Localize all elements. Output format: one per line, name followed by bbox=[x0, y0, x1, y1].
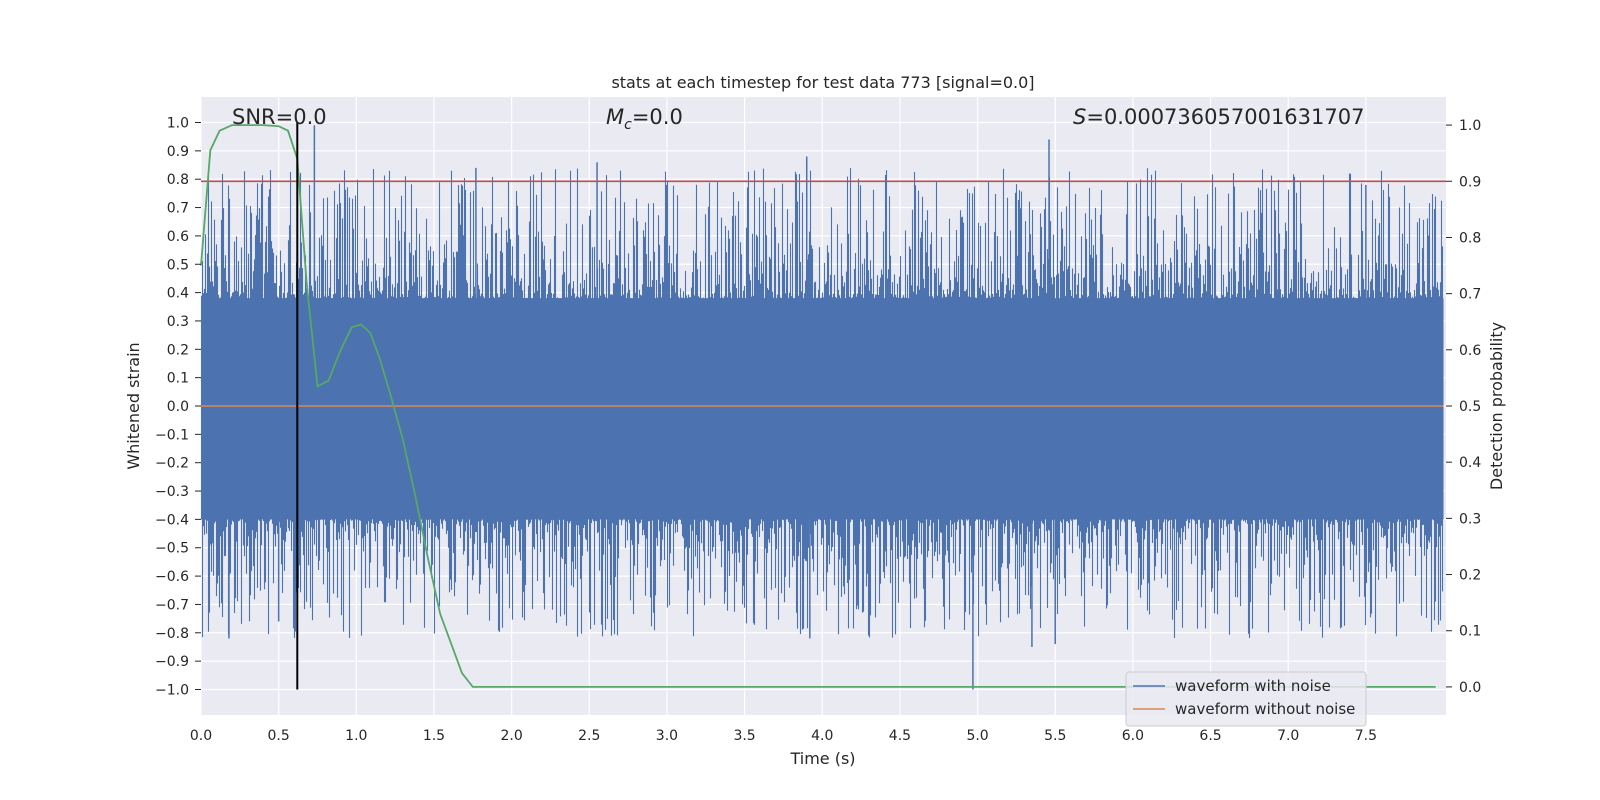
y2-tick-label: 0.0 bbox=[1459, 680, 1481, 696]
y-axis-label: Whitened strain bbox=[124, 342, 143, 469]
x-tick-label: 4.0 bbox=[811, 728, 833, 744]
y-tick-label: −0.1 bbox=[155, 427, 189, 443]
x-tick-label: 4.5 bbox=[889, 728, 911, 744]
y-tick-label: 0.7 bbox=[167, 201, 189, 217]
y-tick-label: −0.2 bbox=[155, 456, 189, 472]
y-tick-label: 0.3 bbox=[167, 314, 189, 330]
x-tick-label: 7.0 bbox=[1277, 728, 1299, 744]
y-tick-label: −0.3 bbox=[155, 484, 189, 500]
y2-axis-label: Detection probability bbox=[1487, 322, 1506, 490]
y-tick-label: 0.4 bbox=[167, 286, 189, 302]
y2-tick-label: 0.9 bbox=[1459, 174, 1481, 190]
x-tick-label: 3.5 bbox=[733, 728, 755, 744]
chart-title: stats at each timestep for test data 773… bbox=[611, 73, 1034, 92]
snr-annotation: SNR=0.0 bbox=[232, 105, 327, 129]
y2-tick-label: 1.0 bbox=[1459, 118, 1481, 134]
y-tick-label: −0.6 bbox=[155, 569, 189, 585]
y-tick-label: −1.0 bbox=[155, 682, 189, 698]
x-axis-ticks: 0.0 0.5 1.0 1.5 2.0 2.5 3.0 3.5 4.0 4.5 5.0 5.5 6.0 6… bbox=[190, 728, 1377, 744]
y-tick-label: 0.2 bbox=[167, 342, 189, 358]
x-tick-label: 5.0 bbox=[966, 728, 988, 744]
y2-tick-label: 0.2 bbox=[1459, 568, 1481, 584]
y-tick-label: 0.9 bbox=[167, 144, 189, 160]
y-tick-label: −0.4 bbox=[155, 512, 189, 528]
y2-tick-label: 0.7 bbox=[1459, 287, 1481, 303]
x-tick-label: 1.5 bbox=[423, 728, 445, 744]
x-tick-label: 6.0 bbox=[1122, 728, 1144, 744]
x-axis-label: Time (s) bbox=[789, 749, 855, 768]
y2-tick-label: 0.4 bbox=[1459, 455, 1481, 471]
y-axis-ticks: 1.0 0.9 0.8 0.7 0.6 0.5 0.4 0.3 0.2 0.1 0.0 −0.1 −0.… bbox=[155, 116, 201, 698]
y2-tick-label: 0.6 bbox=[1459, 343, 1481, 359]
y-tick-label: −0.8 bbox=[155, 626, 189, 642]
y-tick-label: 0.6 bbox=[167, 229, 189, 245]
y2-tick-label: 0.3 bbox=[1459, 511, 1481, 527]
legend: waveform with noise waveform without noi… bbox=[1125, 671, 1367, 727]
legend-clean-label: waveform without noise bbox=[1175, 700, 1355, 718]
y-tick-label: 0.0 bbox=[167, 399, 189, 415]
y-tick-label: 0.8 bbox=[167, 172, 189, 188]
chirp-mass-annotation: Mc=0.0 bbox=[606, 105, 683, 133]
y2-tick-label: 0.1 bbox=[1459, 624, 1481, 640]
noise-waveform-line bbox=[200, 168, 1444, 638]
x-tick-label: 7.5 bbox=[1355, 728, 1377, 744]
detection-probability-line bbox=[200, 124, 1436, 688]
noise-waveform-series bbox=[200, 125, 1444, 690]
y-tick-label: −0.9 bbox=[155, 654, 189, 670]
y-tick-label: −0.7 bbox=[155, 597, 189, 613]
overlay-series bbox=[200, 122, 1446, 690]
x-tick-label: 0.5 bbox=[268, 728, 290, 744]
x-tick-label: 0.0 bbox=[190, 728, 212, 744]
y-tick-label: −0.5 bbox=[155, 541, 189, 557]
y-tick-label: 0.5 bbox=[167, 257, 189, 273]
legend-noise-label: waveform with noise bbox=[1175, 677, 1331, 695]
x-tick-label: 1.0 bbox=[345, 728, 367, 744]
y-tick-label: 1.0 bbox=[167, 116, 189, 132]
s-annotation: S=0.000736057001631707 bbox=[1073, 105, 1364, 129]
x-tick-label: 5.5 bbox=[1044, 728, 1066, 744]
x-tick-label: 2.5 bbox=[578, 728, 600, 744]
x-tick-label: 2.0 bbox=[500, 728, 522, 744]
y2-axis-ticks: 1.0 0.9 0.8 0.7 0.6 0.5 0.4 0.3 0.2 0.1 0.0 bbox=[1446, 118, 1481, 696]
y-tick-label: 0.1 bbox=[167, 371, 189, 387]
y2-tick-label: 0.8 bbox=[1459, 230, 1481, 246]
x-tick-label: 3.0 bbox=[656, 728, 678, 744]
x-tick-label: 6.5 bbox=[1199, 728, 1221, 744]
y2-tick-label: 0.5 bbox=[1459, 399, 1481, 415]
legend-box bbox=[1125, 671, 1367, 727]
